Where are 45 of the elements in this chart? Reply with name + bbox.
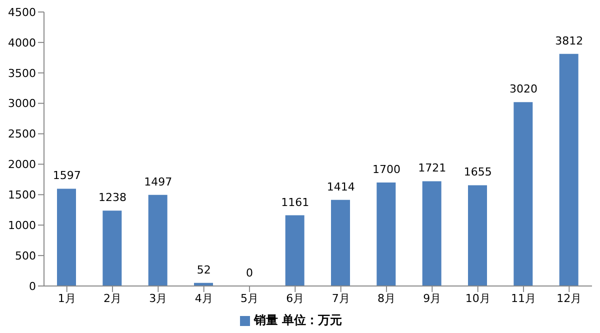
x-tick-label: 7月 [332, 292, 350, 305]
x-tick-label: 8月 [378, 292, 396, 305]
data-label: 1161 [281, 196, 310, 209]
x-tick-label: 10月 [465, 292, 490, 305]
y-tick-label: 1000 [8, 219, 36, 232]
data-label: 1414 [326, 180, 355, 194]
bar [559, 54, 578, 286]
data-label: 3812 [555, 34, 584, 48]
bar [514, 102, 533, 286]
y-tick-label: 2500 [8, 128, 36, 141]
bar [148, 194, 168, 286]
x-tick-label: 11月 [511, 292, 536, 305]
bar [376, 182, 396, 286]
legend-label: 销量 单位：万元 [254, 313, 342, 327]
y-tick-label: 1500 [8, 188, 36, 202]
data-label: 52 [196, 263, 211, 276]
y-tick-label: 4000 [8, 36, 36, 50]
x-tick-label: 3月 [149, 292, 168, 305]
data-label: 1597 [52, 169, 81, 182]
data-label: 0 [246, 266, 253, 280]
y-tick-label: 2000 [8, 158, 36, 172]
bar [331, 200, 350, 286]
data-label: 1497 [144, 175, 172, 188]
y-tick-label: 0 [29, 280, 36, 293]
x-tick-label: 9月 [423, 292, 442, 305]
y-tick-label: 4500 [8, 6, 36, 19]
y-tick-label: 3500 [8, 66, 36, 80]
bar [468, 185, 487, 286]
data-label: 1238 [98, 191, 126, 204]
data-label: 1655 [464, 166, 492, 179]
y-tick-label: 500 [15, 249, 36, 262]
y-tick-label: 3000 [8, 97, 36, 110]
data-label: 1721 [418, 162, 446, 175]
bar [57, 188, 76, 286]
data-label: 1700 [372, 162, 400, 176]
data-label: 3020 [510, 82, 538, 96]
x-tick-label: 12月 [556, 292, 582, 305]
x-tick-label: 6月 [286, 292, 304, 305]
bar [285, 215, 304, 286]
x-tick-label: 4月 [194, 292, 213, 305]
bar [102, 210, 122, 286]
x-tick-label: 1月 [58, 292, 76, 305]
x-tick-label: 2月 [104, 292, 122, 305]
x-tick-label: 5月 [240, 292, 258, 305]
bar [422, 181, 442, 286]
